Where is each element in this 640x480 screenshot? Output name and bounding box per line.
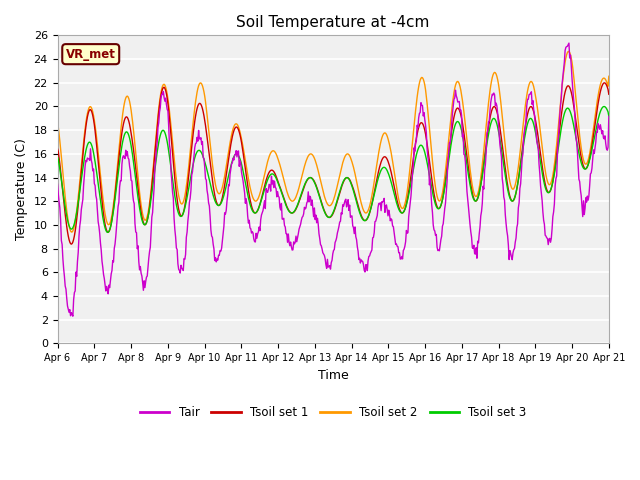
Title: Soil Temperature at -4cm: Soil Temperature at -4cm bbox=[237, 15, 430, 30]
X-axis label: Time: Time bbox=[318, 369, 349, 382]
Text: VR_met: VR_met bbox=[66, 48, 116, 60]
Legend: Tair, Tsoil set 1, Tsoil set 2, Tsoil set 3: Tair, Tsoil set 1, Tsoil set 2, Tsoil se… bbox=[135, 401, 531, 424]
Y-axis label: Temperature (C): Temperature (C) bbox=[15, 138, 28, 240]
